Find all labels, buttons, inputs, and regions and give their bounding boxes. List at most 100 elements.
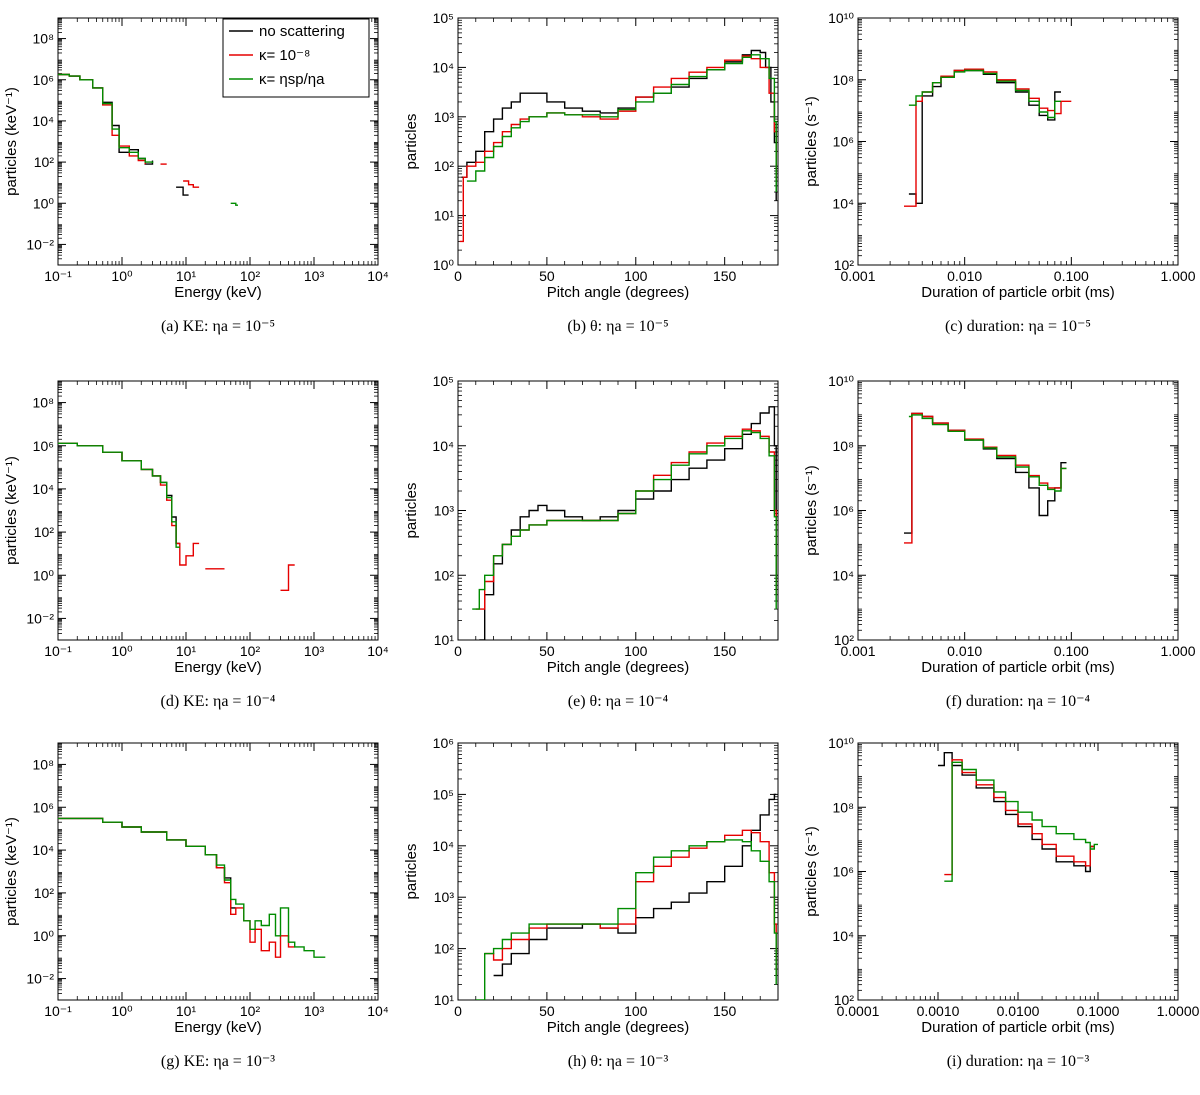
x-tick-label: 10⁰ [111, 1003, 133, 1019]
y-tick-label: 10² [34, 524, 55, 540]
legend-box [222, 18, 370, 98]
y-tick-label: 10¹ [434, 208, 455, 224]
series-line [58, 73, 154, 163]
y-tick-label: 10⁰ [433, 257, 455, 273]
y-tick-label: 10¹⁰ [828, 373, 854, 389]
y-axis-label: particles (keV⁻¹) [3, 456, 20, 565]
x-tick-label: 100 [624, 268, 648, 284]
plot-frame [57, 380, 379, 641]
series-line [904, 68, 1072, 207]
y-axis-label: particles (s⁻¹) [803, 826, 820, 916]
x-tick-label: 0.001 [840, 643, 875, 659]
y-axis-label: particles [403, 844, 420, 900]
panel-caption: (f) duration: ηa = 10⁻⁴ [946, 693, 1091, 710]
y-axis-label: particles (keV⁻¹) [3, 87, 20, 196]
y-tick-label: 10² [434, 941, 455, 957]
x-tick-label: 0.1000 [1077, 1003, 1120, 1019]
x-tick-label: 10⁴ [367, 268, 389, 284]
y-tick-label: 10⁴ [32, 113, 54, 129]
series-line [58, 442, 180, 548]
y-tick-label: 10⁴ [432, 438, 454, 454]
y-tick-label: 10¹⁰ [828, 10, 854, 26]
x-tick-label: 10⁻¹ [44, 643, 72, 659]
y-tick-label: 10⁵ [433, 786, 454, 802]
series-line [280, 564, 295, 591]
x-tick-label: 0.010 [947, 268, 982, 284]
panel-c: 0.001 0.010 0.100 1.000 10² 10⁴ 10⁶ 10⁸ 10¹⁰ Dura… [803, 10, 1196, 335]
legend-label: κ= ηsp/ηa [259, 71, 325, 88]
series-line [944, 759, 1095, 876]
series-line [58, 442, 180, 545]
y-tick-label: 10⁻² [26, 971, 54, 987]
y-tick-label: 10⁸ [33, 395, 55, 411]
legend-label: κ= 10⁻⁸ [259, 47, 310, 64]
series-line [466, 54, 777, 192]
series-line [904, 412, 1067, 544]
x-tick-label: 100 [624, 1003, 648, 1019]
x-tick-label: 0 [454, 643, 462, 659]
y-tick-label: 10⁻² [26, 236, 54, 252]
x-tick-label: 0.0001 [837, 1003, 880, 1019]
x-axis-label: Energy (keV) [174, 659, 262, 676]
plot-frame [57, 742, 379, 1001]
series-line [944, 761, 1098, 882]
x-tick-label: 0.100 [1054, 268, 1089, 284]
panel-caption: (a) KE: ηa = 10⁻⁵ [161, 318, 275, 335]
x-axis-label: Energy (keV) [174, 1019, 262, 1036]
panel-i: 0.0001 0.0010 0.0100 0.1000 1.0000 10² 10⁴ 10⁶ 1… [803, 735, 1200, 1070]
plot-frame [857, 742, 1179, 1001]
y-tick-label: 10⁶ [433, 735, 454, 751]
y-tick-label: 10² [834, 992, 855, 1008]
y-tick-label: 10¹⁰ [828, 735, 854, 751]
x-tick-label: 10¹ [176, 643, 197, 659]
plot-frame [457, 742, 779, 1001]
plot-frame [57, 17, 379, 266]
y-tick-label: 10⁻² [26, 610, 54, 626]
y-tick-label: 10⁶ [33, 799, 54, 815]
plot-frame [857, 380, 1179, 641]
x-tick-label: 100 [624, 643, 648, 659]
x-tick-label: 10² [240, 643, 261, 659]
series-line [459, 55, 777, 243]
series-line [230, 202, 238, 206]
x-tick-label: 10⁻¹ [44, 1003, 72, 1019]
panel-h: 0 50 100 150 10¹ 10² 10³ 10⁴ 10⁵ 10⁶ Pitch angle (… [403, 735, 779, 1070]
series-line [176, 186, 189, 196]
y-tick-label: 10¹ [434, 992, 455, 1008]
plot-frame [857, 17, 1179, 266]
x-axis-label: Energy (keV) [174, 284, 262, 301]
y-tick-label: 10⁵ [433, 10, 454, 26]
plot-frame [457, 17, 779, 266]
y-tick-label: 10² [34, 154, 55, 170]
x-tick-label: 0.010 [947, 643, 982, 659]
panel-b: 0 50 100 150 10⁰ 10¹ 10² 10³ 10⁴ 10⁵ Pitch angle (… [403, 10, 779, 335]
series-line [908, 414, 1067, 492]
y-tick-label: 10⁶ [33, 72, 54, 88]
series-line [58, 817, 326, 958]
y-tick-label: 10⁰ [33, 195, 55, 211]
y-axis-label: particles [403, 114, 420, 170]
x-tick-label: 10² [240, 1003, 261, 1019]
x-tick-label: 0 [454, 1003, 462, 1019]
x-tick-label: 0 [454, 268, 462, 284]
series-line [908, 69, 1061, 204]
series-line [493, 793, 777, 977]
y-axis-label: particles (keV⁻¹) [3, 817, 20, 926]
x-tick-label: 10⁴ [367, 1003, 389, 1019]
panel-caption: (h) θ: ηa = 10⁻³ [568, 1053, 669, 1070]
y-tick-label: 10⁴ [832, 567, 854, 583]
y-axis-label: particles (s⁻¹) [803, 96, 820, 186]
series-line [904, 412, 1067, 534]
x-axis-label: Duration of particle orbit (ms) [921, 659, 1114, 676]
y-tick-label: 10³ [434, 109, 455, 125]
x-tick-label: 10³ [304, 1003, 325, 1019]
x-tick-label: 10⁰ [111, 643, 133, 659]
x-tick-label: 0.0100 [997, 1003, 1040, 1019]
y-tick-label: 10⁶ [833, 134, 854, 150]
y-tick-label: 10⁸ [833, 799, 855, 815]
y-tick-label: 10⁴ [432, 838, 454, 854]
x-tick-label: 10⁰ [111, 268, 133, 284]
x-tick-label: 50 [539, 643, 555, 659]
x-tick-label: 10¹ [176, 268, 197, 284]
series-line [479, 406, 777, 640]
